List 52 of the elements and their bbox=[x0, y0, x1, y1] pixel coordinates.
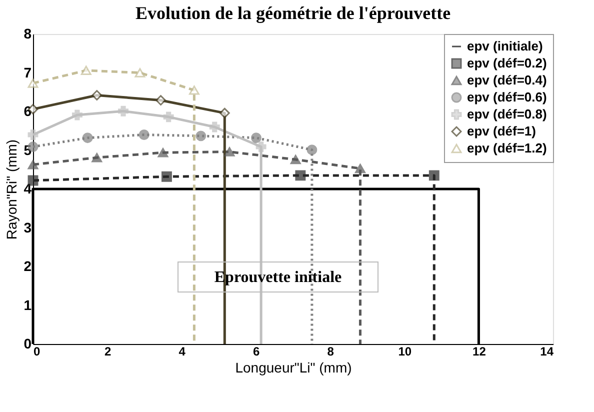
point bbox=[219, 108, 230, 118]
x-tick-label: 0 bbox=[34, 344, 40, 358]
point bbox=[28, 130, 38, 140]
point bbox=[209, 122, 220, 132]
point bbox=[251, 132, 262, 144]
point bbox=[306, 144, 318, 156]
x-axis-title: Longueur"Li" (mm) bbox=[235, 360, 352, 376]
x-tick-label: 6 bbox=[253, 344, 260, 358]
y-tick-label: 3 bbox=[24, 219, 32, 236]
point bbox=[82, 132, 93, 144]
point bbox=[28, 160, 38, 170]
point bbox=[428, 170, 440, 181]
chart-title: Evolution de la géométrie de l'éprouvette bbox=[135, 3, 451, 23]
point bbox=[224, 147, 235, 156]
y-tick-label: 2 bbox=[24, 258, 32, 274]
legend-label: epv (déf=0.2) bbox=[467, 56, 547, 70]
y-tick-label: 8 bbox=[24, 26, 32, 42]
y-tick-label: 4 bbox=[24, 180, 32, 196]
point bbox=[92, 152, 102, 162]
point bbox=[72, 110, 82, 120]
legend-label: epv (déf=1) bbox=[467, 124, 536, 138]
legend-label: epv (déf=0.6) bbox=[467, 90, 547, 104]
point bbox=[118, 106, 128, 116]
point bbox=[80, 66, 92, 76]
x-tick-label: 10 bbox=[398, 344, 412, 358]
point bbox=[161, 171, 172, 182]
x-tick-label: 14 bbox=[540, 344, 554, 358]
y-tick-label: 5 bbox=[24, 142, 32, 158]
point bbox=[295, 170, 306, 181]
x-tick-label: 2 bbox=[104, 344, 112, 358]
x-tick-label: 12 bbox=[472, 344, 486, 358]
point bbox=[290, 154, 301, 164]
point bbox=[156, 95, 166, 106]
y-tick-label: 6 bbox=[24, 103, 32, 119]
point bbox=[158, 148, 168, 158]
y-axis-title: Rayon"Ri" (mm) bbox=[4, 139, 20, 240]
legend-label: epv (déf=0.4) bbox=[467, 72, 547, 88]
legend-label: epv (déf=1.2) bbox=[467, 140, 547, 156]
point bbox=[196, 130, 206, 142]
y-tick-label: 7 bbox=[24, 64, 32, 80]
y-tick-label: 1 bbox=[24, 296, 32, 313]
point bbox=[92, 90, 102, 100]
point bbox=[256, 142, 266, 152]
x-tick-label: 4 bbox=[178, 344, 186, 358]
point bbox=[188, 86, 200, 95]
legend-label: epv (initiale) bbox=[467, 38, 543, 54]
point bbox=[163, 112, 174, 122]
x-tick-label: 8 bbox=[327, 344, 334, 358]
point bbox=[134, 68, 146, 78]
legend-label: epv (déf=0.8) bbox=[467, 106, 547, 122]
point bbox=[138, 130, 150, 140]
point bbox=[355, 164, 366, 174]
